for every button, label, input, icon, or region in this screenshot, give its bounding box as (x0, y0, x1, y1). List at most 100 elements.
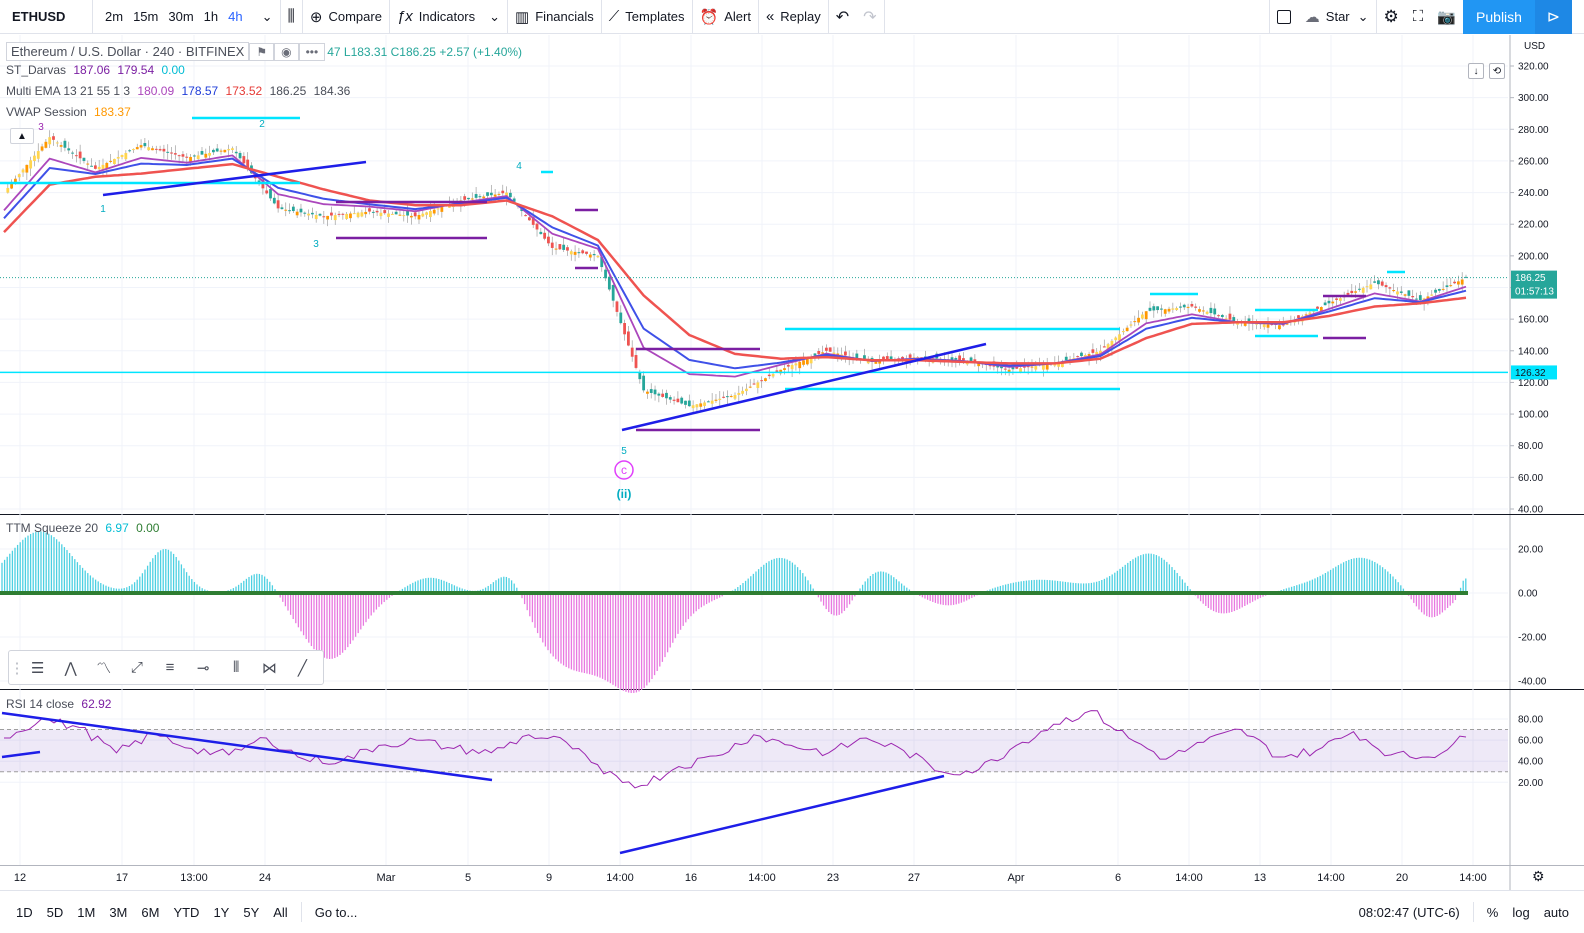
candle-body (1030, 366, 1034, 368)
interval-30m[interactable]: 30m (168, 9, 194, 24)
range-1m[interactable]: 1M (77, 904, 96, 920)
scroll-down-button[interactable]: ↓ (1468, 63, 1484, 79)
candle-body (394, 211, 398, 215)
reset-scale-button[interactable]: ⟲ (1489, 63, 1505, 79)
more-icon[interactable]: ••• (298, 42, 326, 61)
divider (300, 902, 302, 922)
flag-icon[interactable]: ⚑ (249, 42, 275, 61)
goto-button[interactable]: Go to... (314, 904, 358, 920)
candle-body (1350, 290, 1354, 294)
range-ytd[interactable]: YTD (173, 904, 200, 920)
auto-toggle[interactable]: auto (1543, 904, 1569, 920)
star-button[interactable]: ☁ Star ⌄ (1298, 0, 1376, 34)
chart-style-button[interactable]: ⫼ (281, 0, 302, 34)
replay-button[interactable]: « Replay (759, 0, 828, 34)
range-5d[interactable]: 5D (46, 904, 64, 920)
candle-body (29, 160, 33, 169)
collapse-legend-button[interactable]: ▲ (10, 128, 34, 144)
abc-pattern-icon[interactable]: ⋀ (64, 659, 77, 677)
candle-body (824, 347, 828, 351)
candle-body (1007, 369, 1011, 373)
long-position-icon[interactable]: ⫴ (233, 659, 240, 676)
multiema-name: Multi EMA 13 21 55 1 3 (6, 84, 131, 98)
range-1y[interactable]: 1Y (213, 904, 230, 920)
currency-label[interactable]: USD (1524, 41, 1546, 52)
elliott-wave-label: c (621, 463, 627, 477)
range-3m[interactable]: 3M (109, 904, 128, 920)
interval-1h[interactable]: 1h (203, 9, 219, 24)
interval-4h[interactable]: 4h (228, 9, 243, 24)
percent-toggle[interactable]: % (1486, 904, 1499, 920)
candle-body (105, 162, 109, 170)
candle-body (661, 393, 665, 397)
rsi-trend-line (619, 774, 945, 855)
drag-handle[interactable]: ⋮ (9, 659, 25, 677)
trend-line-icon[interactable]: ╱ (297, 659, 307, 677)
time-tick-label: 27 (908, 872, 920, 884)
candle-body (1453, 281, 1456, 284)
candle-body (741, 390, 745, 394)
range-1d[interactable]: 1D (16, 904, 33, 920)
fullscreen-box-button[interactable] (1270, 0, 1298, 34)
candle-body (790, 365, 794, 370)
candle-body (1434, 289, 1437, 293)
symbol-search[interactable]: ETHUSD (12, 9, 66, 24)
rsi-trend-line (1, 711, 493, 782)
elliott-wave-icon[interactable]: 〽 (96, 660, 112, 677)
darvas-legend[interactable]: ST_Darvas 187.06 179.54 0.00 (6, 63, 185, 77)
main-series-title[interactable]: Ethereum / U.S. Dollar · 240 · BITFINEX (6, 42, 250, 61)
publish-button[interactable]: Publish (1463, 0, 1535, 34)
candle-body (212, 149, 215, 153)
settings-button[interactable]: ⚙ (1377, 0, 1406, 34)
indicators-button[interactable]: ƒx Indicators (390, 0, 482, 34)
snapshot-button[interactable]: 📷 (1430, 0, 1463, 34)
candle-body (657, 393, 661, 396)
candle-body (592, 254, 596, 256)
pitchfork-icon[interactable]: ⋈ (261, 659, 277, 677)
price-tick-label: 220.00 (1518, 220, 1549, 231)
undo-button[interactable]: ↶ (829, 0, 856, 34)
range-all[interactable]: All (273, 904, 288, 920)
vwap-legend[interactable]: VWAP Session 183.37 (6, 105, 131, 119)
fullscreen-button[interactable]: ⛶ (1406, 0, 1431, 34)
candle-body (272, 197, 276, 204)
redo-button[interactable]: ↷ (856, 0, 883, 34)
candle-body (467, 197, 470, 200)
eye-icon[interactable]: ◉ (274, 42, 299, 61)
multiema-v3: 173.52 (225, 84, 263, 98)
interval-2m[interactable]: 2m (105, 9, 124, 24)
interval-15m[interactable]: 15m (133, 9, 159, 24)
trend-channel-icon[interactable]: ⤢ (130, 659, 143, 676)
lines-tool-icon[interactable]: ☰ (30, 659, 45, 677)
fib-retracement-icon[interactable]: ≡ (165, 659, 175, 676)
candle-body (200, 151, 204, 155)
candle-body (554, 248, 558, 250)
range-5y[interactable]: 5Y (243, 904, 260, 920)
candle-body (337, 213, 341, 215)
timezone-clock[interactable]: 08:02:47 (UTC-6) (1358, 904, 1460, 920)
financials-button[interactable]: ▥ Financials (508, 0, 601, 34)
candle-body (1167, 308, 1171, 312)
ttm-legend[interactable]: TTM Squeeze 20 6.97 0.00 (6, 521, 159, 535)
compare-button[interactable]: ⊕ Compare (303, 0, 389, 34)
range-6m[interactable]: 6M (141, 904, 160, 920)
divider (388, 0, 390, 34)
multiema-legend[interactable]: Multi EMA 13 21 55 1 3 180.09 178.57 173… (6, 84, 350, 98)
log-toggle[interactable]: log (1512, 904, 1530, 920)
indicators-dropdown[interactable]: ⌄ (482, 0, 507, 34)
candle-body (1072, 358, 1076, 360)
templates-button[interactable]: ⟋ Templates (602, 0, 692, 34)
publish-menu-button[interactable]: ⊳ (1535, 0, 1572, 34)
price-tick-label: 160.00 (1518, 315, 1549, 326)
candle-body (550, 242, 554, 248)
templates-label: Templates (625, 9, 685, 24)
interval-dropdown[interactable]: ⌄ (255, 0, 280, 34)
rsi-legend[interactable]: RSI 14 close 62.92 (6, 697, 111, 711)
horizontal-ray-icon[interactable]: ⊸ (196, 659, 210, 677)
chart-area[interactable]: 320.00 300.00 280.00 260.00 240.00 220.00 200.… (0, 35, 1584, 890)
alert-button[interactable]: ⏰ Alert (693, 0, 758, 34)
chart-canvas[interactable]: 320.00300.00280.00260.00240.00220.00200.… (0, 35, 1584, 890)
candle-body (722, 396, 725, 398)
candle-body (1019, 368, 1022, 373)
candle-body (1338, 298, 1342, 301)
